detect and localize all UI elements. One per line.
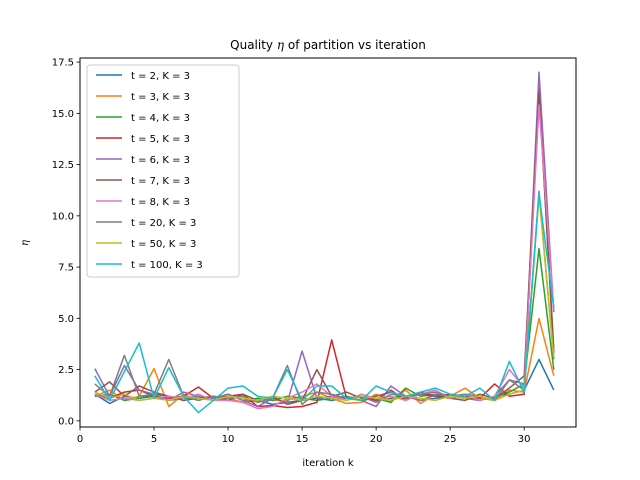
legend-label: t = 100, K = 3 <box>131 260 203 271</box>
y-tick-label: 15.0 <box>52 109 74 120</box>
x-tick-label: 20 <box>370 434 383 445</box>
legend-label: t = 50, K = 3 <box>131 239 196 250</box>
x-tick-label: 25 <box>444 434 457 445</box>
y-tick-label: 7.5 <box>58 263 74 274</box>
legend-label: t = 2, K = 3 <box>131 71 190 82</box>
chart-title-suffix: of partition vs iteration <box>284 38 426 52</box>
legend-label: t = 4, K = 3 <box>131 113 190 124</box>
y-tick-label: 2.5 <box>58 365 74 376</box>
y-tick-label: 12.5 <box>52 160 74 171</box>
y-axis-title: η <box>20 240 31 246</box>
legend-items: t = 2, K = 3 t = 3, K = 3 t = 4, K = 3 t = … <box>96 71 203 271</box>
x-tick-label: 30 <box>518 434 531 445</box>
legend-label: t = 20, K = 3 <box>131 218 196 229</box>
series-line-4 <box>94 88 555 409</box>
y-tick-label: 0.0 <box>58 416 74 427</box>
x-axis-ticks: 0 5 10 15 20 25 30 <box>77 427 531 445</box>
legend-label: t = 7, K = 3 <box>131 176 190 187</box>
legend-label: t = 6, K = 3 <box>131 155 190 166</box>
chart-title-symbol: η <box>277 38 285 52</box>
x-tick-label: 10 <box>222 434 235 445</box>
x-tick-label: 5 <box>151 434 157 445</box>
chart-title: Quality η of partition vs iteration <box>230 38 426 52</box>
y-tick-label: 17.5 <box>52 58 74 69</box>
y-axis-ticks: 0.0 2.5 5.0 7.5 10.0 12.5 15.0 17.5 <box>52 58 80 427</box>
y-tick-label: 5.0 <box>58 314 74 325</box>
legend: t = 2, K = 3 t = 3, K = 3 t = 4, K = 3 t = … <box>86 64 240 278</box>
series-line-10 <box>94 192 555 414</box>
plot-lines <box>94 71 555 414</box>
series-line-9 <box>94 194 555 402</box>
plot-frame <box>79 57 577 428</box>
legend-label: t = 5, K = 3 <box>131 134 190 145</box>
chart-title-prefix: Quality <box>230 38 277 52</box>
x-tick-label: 0 <box>77 434 83 445</box>
x-tick-label: 15 <box>296 434 309 445</box>
x-axis-title: iteration k <box>302 458 353 469</box>
legend-label: t = 3, K = 3 <box>131 92 190 103</box>
legend-label: t = 8, K = 3 <box>131 197 190 208</box>
legend-box <box>86 64 240 278</box>
series-line-7 <box>94 104 555 410</box>
y-tick-label: 10.0 <box>52 211 74 222</box>
